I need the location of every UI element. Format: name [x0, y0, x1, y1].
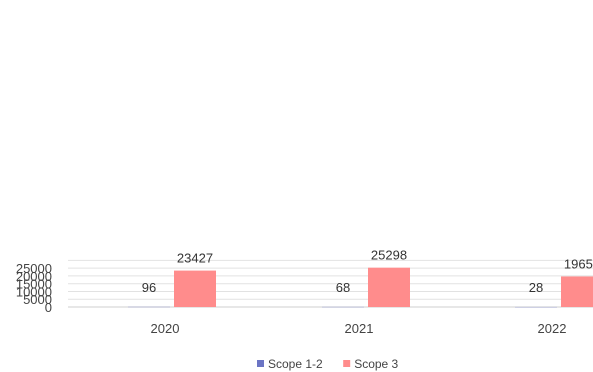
y-tick-label: 15000	[16, 277, 52, 292]
data-label: 25298	[371, 248, 407, 263]
y-tick-label: 25000	[16, 261, 52, 276]
legend-label: Scope 3	[354, 357, 398, 371]
bar-scope-3-2020	[174, 270, 216, 307]
data-label: 68	[336, 280, 350, 295]
x-tick-label: 2020	[151, 321, 180, 336]
gridlines	[68, 259, 593, 308]
x-axis: 2020 2021 2022	[151, 321, 567, 336]
y-tick-label: 20000	[16, 269, 52, 284]
legend-swatch	[343, 360, 351, 367]
data-labels: 96 23427 68 25298 28 19658	[142, 248, 593, 295]
bar-scope-3-2021	[368, 267, 410, 307]
data-label: 96	[142, 280, 156, 295]
y-tick-label: 10000	[16, 284, 52, 299]
legend: Scope 1-2 Scope 3	[257, 357, 399, 371]
data-label: 28	[529, 280, 543, 295]
y-tick-label: 0	[45, 300, 52, 315]
legend-label: Scope 1-2	[268, 357, 323, 371]
x-tick-label: 2021	[345, 321, 374, 336]
x-tick-label: 2022	[538, 321, 567, 336]
y-tick-label: 5000	[23, 292, 52, 307]
data-label: 19658	[564, 256, 593, 271]
bar-scope-3-2022	[561, 276, 593, 307]
bars	[128, 267, 593, 308]
legend-swatch	[257, 360, 264, 367]
data-label: 23427	[177, 251, 213, 266]
